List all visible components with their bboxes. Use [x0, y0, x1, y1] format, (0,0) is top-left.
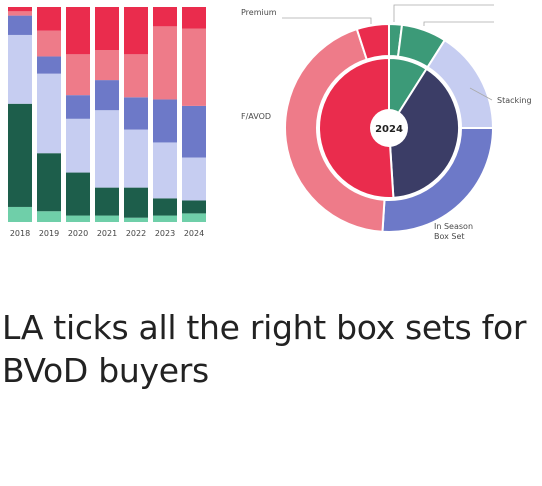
stacked-bar-chart: 2018 2019 2020 2021 2022 2023 2024 — [5, 5, 210, 238]
x-tick-label-2023: 2023 — [155, 229, 175, 238]
bar-segment-2022-1 — [124, 187, 148, 218]
x-tick-label-2018: 2018 — [10, 229, 30, 238]
bar-segment-2024-5 — [182, 7, 206, 29]
bar-segment-2022-2 — [124, 129, 148, 188]
article-thumbnail[interactable]: 2018 2019 2020 2021 2022 2023 2024 2024 Premiu… — [0, 0, 542, 260]
in-season-label-line: In Season — [434, 222, 473, 231]
bar-segment-2021-1 — [95, 187, 119, 216]
inner-ring-slice-1 — [387, 67, 460, 199]
favod-label: F/AVOD — [241, 112, 271, 121]
outer-ring-slice-5 — [355, 22, 390, 61]
bar-segment-2022-5 — [124, 7, 148, 55]
bar-segment-2022-0 — [124, 217, 148, 222]
bar-segment-2020-3 — [66, 95, 90, 119]
bar-segment-2019-3 — [37, 56, 61, 74]
article-headline[interactable]: LA ticks all the right box sets for BVoD… — [2, 308, 527, 390]
stacking-label: Stacking — [497, 96, 532, 105]
leader-line-top — [393, 4, 494, 22]
bar-segment-2020-1 — [66, 172, 90, 216]
bar-segment-2023-5 — [153, 7, 177, 27]
inner-ring-slice-2 — [318, 56, 395, 199]
bar-segment-2024-4 — [182, 28, 206, 106]
x-tick-label-2022: 2022 — [126, 229, 146, 238]
chart-graphic: 2018 2019 2020 2021 2022 2023 2024 2024 Premiu… — [5, 4, 532, 241]
bar-segment-2020-0 — [66, 215, 90, 222]
leader-line-mid — [423, 21, 494, 26]
bar-segment-2021-2 — [95, 110, 119, 188]
bar-segment-2021-4 — [95, 50, 119, 81]
bar-segment-2023-3 — [153, 99, 177, 143]
bar-segment-2023-0 — [153, 215, 177, 222]
outer-ring-slice-4 — [284, 27, 386, 233]
donut-center-circle — [370, 109, 408, 147]
x-tick-label-2024: 2024 — [184, 229, 204, 238]
donut-annotations: Premium Stacking F/AVOD In Season Box Set — [241, 4, 532, 241]
bar-segment-2019-0 — [37, 211, 61, 222]
bar-segment-2024-1 — [182, 200, 206, 214]
in-season-box-set-label: In Season Box Set — [434, 222, 473, 241]
bar-segment-2018-2 — [8, 34, 32, 104]
donut-outer-ring — [284, 22, 495, 233]
bar-segment-2020-5 — [66, 7, 90, 55]
premium-leader-line — [282, 17, 372, 24]
bar-segment-2018-1 — [8, 103, 32, 207]
in-season-label-line: Box Set — [434, 232, 465, 241]
bar-segment-2019-1 — [37, 153, 61, 212]
bar-segment-2024-3 — [182, 105, 206, 158]
donut-center-label: 2024 — [375, 124, 403, 135]
bar-segment-2019-2 — [37, 73, 61, 154]
bar-segment-2024-2 — [182, 157, 206, 201]
donut-inner-ring — [318, 56, 460, 199]
bar-segment-2022-3 — [124, 97, 148, 130]
bar-segment-2022-4 — [124, 54, 148, 98]
bar-segment-2018-4 — [8, 11, 32, 16]
x-tick-label-2021: 2021 — [97, 229, 117, 238]
bar-segment-2020-4 — [66, 54, 90, 96]
bar-segment-2023-2 — [153, 142, 177, 199]
bar-segment-2023-4 — [153, 26, 177, 100]
bar-segment-2019-5 — [37, 7, 61, 31]
premium-label: Premium — [241, 8, 277, 17]
bar-segment-2024-0 — [182, 213, 206, 222]
bar-segment-2021-0 — [95, 215, 119, 222]
x-tick-label-2019: 2019 — [39, 229, 59, 238]
bar-segment-2018-3 — [8, 15, 32, 35]
bar-segment-2021-3 — [95, 80, 119, 111]
bar-segment-2020-2 — [66, 118, 90, 173]
bar-segment-2018-0 — [8, 206, 32, 222]
stacking-leader-line — [469, 87, 493, 101]
bar-segment-2023-1 — [153, 198, 177, 216]
x-tick-label-2020: 2020 — [68, 229, 88, 238]
bar-segment-2018-5 — [8, 7, 32, 12]
bar-segment-2019-4 — [37, 30, 61, 57]
donut-chart: 2024 — [284, 22, 495, 233]
bar-segment-2021-5 — [95, 7, 119, 50]
